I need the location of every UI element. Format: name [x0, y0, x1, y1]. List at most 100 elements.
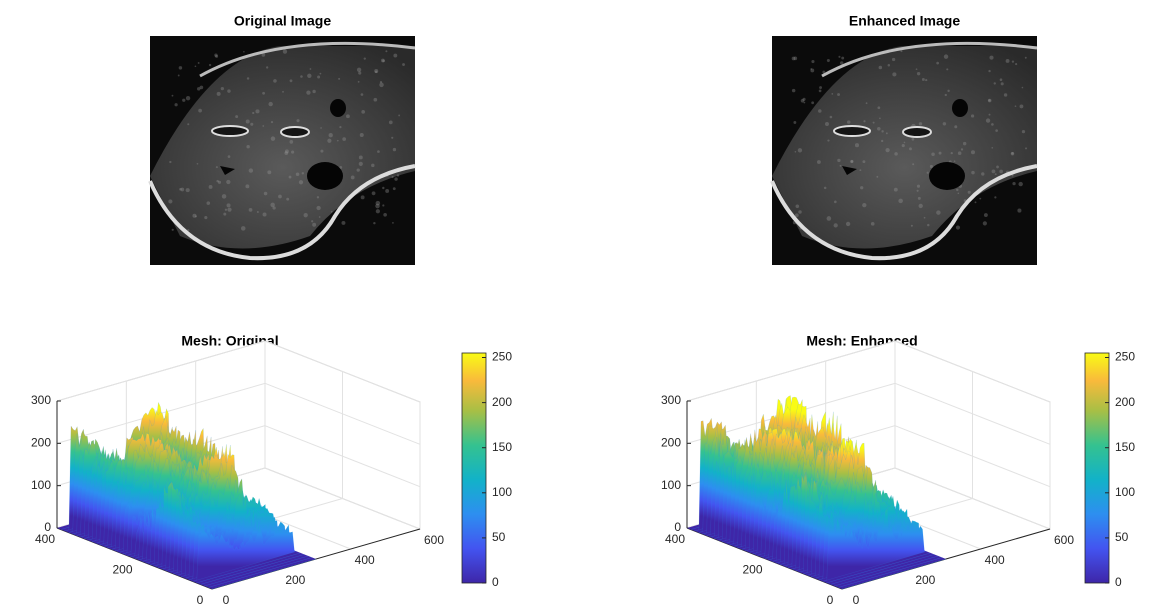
x-tick-label: 200	[285, 573, 305, 587]
speckle	[1021, 86, 1024, 89]
speckle	[330, 210, 333, 213]
speckle	[981, 172, 985, 176]
speckle	[169, 160, 172, 164]
speckle	[918, 203, 923, 209]
speckle	[892, 72, 897, 77]
speckle	[383, 212, 387, 217]
x-tick-label: 600	[1054, 533, 1074, 547]
speckle	[382, 59, 385, 63]
speckle	[938, 151, 942, 155]
speckle	[839, 61, 844, 65]
speckle	[1025, 147, 1028, 150]
speckle	[810, 68, 813, 70]
speckle	[216, 179, 219, 183]
speckle	[837, 158, 841, 163]
speckle	[385, 50, 388, 53]
speckle	[927, 223, 930, 227]
surface-strip	[826, 552, 931, 584]
grid-line	[264, 425, 421, 488]
speckle	[282, 90, 284, 93]
speckle	[278, 194, 282, 199]
speckle	[182, 98, 186, 102]
surface-strip	[841, 558, 947, 590]
speckle	[168, 199, 173, 204]
speckle	[794, 213, 799, 218]
grid-line	[894, 425, 1051, 488]
speckle	[392, 221, 394, 224]
speckle	[916, 71, 921, 76]
speckle	[791, 88, 796, 93]
speckle	[994, 173, 997, 176]
speckle	[224, 208, 228, 211]
speckle	[954, 125, 958, 129]
speckle	[860, 186, 864, 190]
speckle	[396, 174, 400, 177]
speckle	[261, 53, 266, 57]
x-tick-label: 200	[915, 573, 935, 587]
capsule	[821, 41, 1038, 78]
speckle	[936, 61, 939, 65]
colorbar-tick-label: 200	[492, 395, 512, 409]
speckle	[318, 216, 321, 218]
speckle	[877, 127, 881, 131]
speckle	[894, 152, 898, 156]
speckle	[179, 187, 182, 191]
speckle	[988, 69, 991, 73]
speckle	[915, 68, 918, 70]
speckle	[911, 137, 915, 141]
speckle	[208, 63, 212, 67]
speckle	[1024, 56, 1027, 59]
speckle	[833, 223, 838, 228]
speckle	[375, 209, 381, 214]
speckle	[187, 123, 190, 126]
y-tick-label: 400	[35, 532, 55, 546]
speckle	[246, 77, 250, 80]
y-tick-label: 400	[665, 532, 685, 546]
speckle	[1019, 104, 1024, 109]
speckle	[338, 77, 341, 80]
speckle	[803, 101, 806, 104]
speckle	[388, 120, 393, 125]
speckle	[822, 70, 826, 74]
capsule	[199, 41, 416, 78]
speckle	[214, 53, 218, 57]
speckle	[862, 160, 866, 164]
speckle	[943, 54, 949, 59]
vessel	[211, 125, 249, 137]
speckle	[341, 220, 346, 225]
speckle	[791, 56, 796, 61]
x-tick-label: 400	[985, 553, 1005, 567]
speckle	[987, 98, 992, 103]
speckle	[377, 150, 380, 153]
surface-strip	[196, 552, 301, 584]
speckle	[901, 144, 905, 148]
speckle	[358, 161, 363, 166]
speckle	[262, 91, 266, 95]
speckle	[371, 191, 376, 196]
speckle	[985, 118, 991, 123]
speckle	[298, 180, 304, 185]
vessel	[220, 166, 235, 175]
speckle	[818, 89, 822, 93]
ultrasound-image	[148, 36, 416, 265]
vessel	[929, 162, 965, 190]
speckle	[180, 187, 185, 192]
speckle	[194, 215, 197, 218]
colorbar-tick-label: 250	[1115, 350, 1135, 364]
speckle	[356, 168, 360, 172]
speckle	[988, 113, 991, 116]
colorbar-tick-label: 100	[492, 485, 512, 499]
speckle	[881, 130, 884, 133]
speckle	[885, 132, 888, 135]
surface-strip	[192, 524, 297, 582]
speckle	[250, 122, 254, 126]
speckle	[248, 168, 254, 173]
speckle	[870, 222, 875, 226]
speckle	[359, 133, 364, 138]
speckle	[995, 129, 998, 132]
speckle	[816, 160, 821, 164]
speckle	[319, 72, 322, 75]
speckle	[1010, 152, 1015, 156]
speckle	[903, 141, 906, 144]
